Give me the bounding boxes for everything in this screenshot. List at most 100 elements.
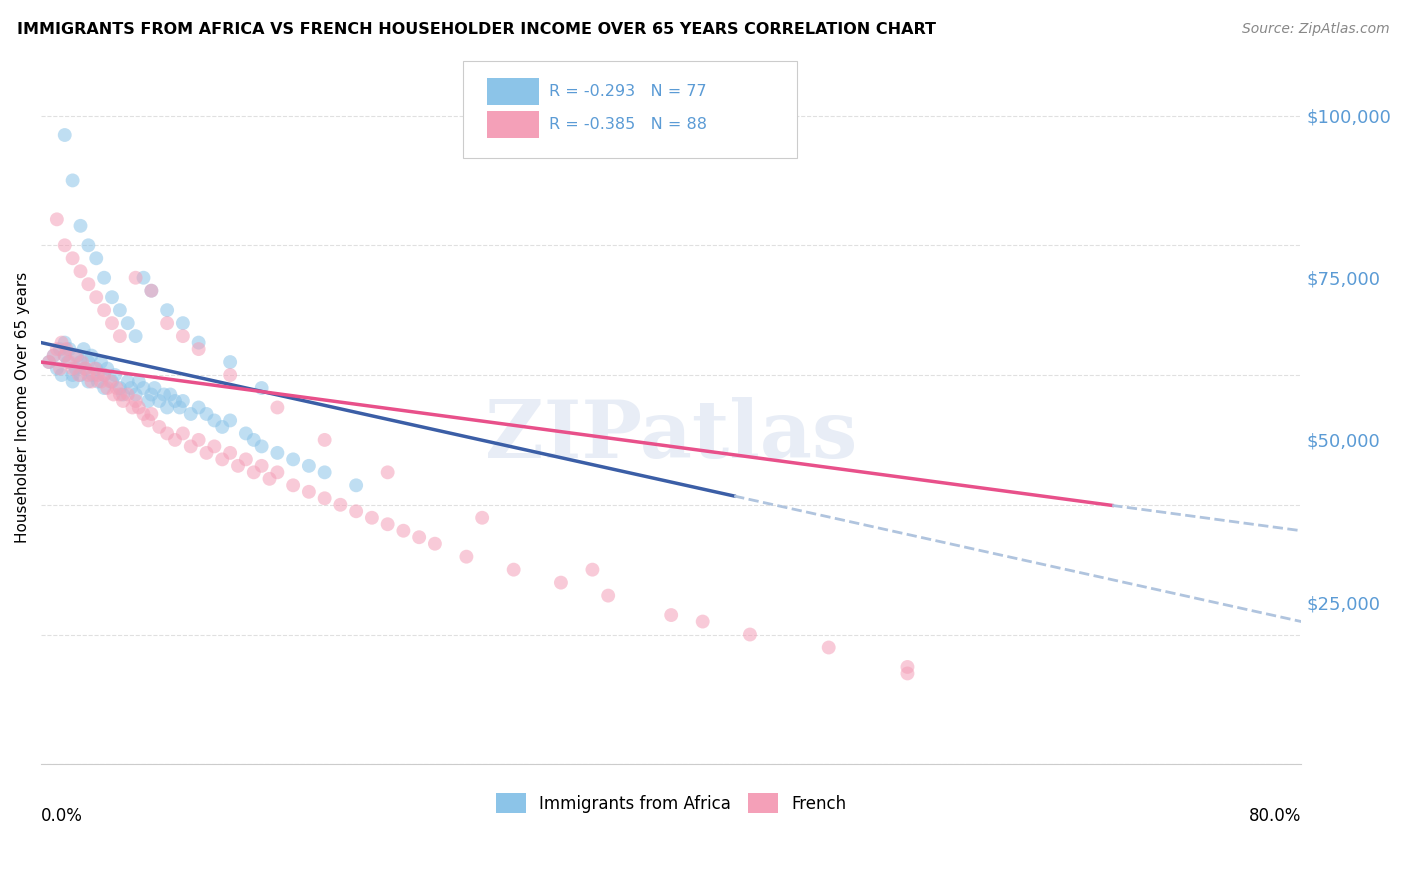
Point <box>69 264 91 278</box>
Point <box>101 290 124 304</box>
Point <box>211 452 233 467</box>
Point <box>169 401 191 415</box>
Point <box>42 349 65 363</box>
Point <box>163 433 186 447</box>
Point <box>49 361 72 376</box>
Text: ZIPatlas: ZIPatlas <box>485 397 858 475</box>
Point <box>108 387 131 401</box>
Point <box>172 316 194 330</box>
Text: 80.0%: 80.0% <box>1249 807 1302 825</box>
Point <box>314 433 336 447</box>
Point <box>172 426 194 441</box>
Point <box>53 238 76 252</box>
Point <box>242 466 264 480</box>
Point <box>195 446 218 460</box>
Point <box>659 608 682 623</box>
Point <box>53 128 76 142</box>
Point <box>84 290 107 304</box>
FancyBboxPatch shape <box>463 62 797 158</box>
Point <box>53 349 76 363</box>
Text: R = -0.385   N = 88: R = -0.385 N = 88 <box>548 117 707 132</box>
Point <box>148 420 170 434</box>
Point <box>77 238 100 252</box>
Point <box>314 491 336 506</box>
Point <box>65 349 87 363</box>
Point <box>53 349 76 363</box>
Point <box>132 381 155 395</box>
Point <box>456 549 478 564</box>
Point <box>143 381 166 395</box>
Point <box>62 361 84 376</box>
Point <box>38 355 60 369</box>
Point <box>87 368 110 382</box>
Point <box>156 316 179 330</box>
Point <box>82 368 104 382</box>
Point <box>51 368 73 382</box>
Point <box>45 342 67 356</box>
Legend: Immigrants from Africa, French: Immigrants from Africa, French <box>489 787 853 820</box>
Point <box>117 316 139 330</box>
Point <box>70 355 93 369</box>
Point <box>124 329 146 343</box>
Point <box>62 173 84 187</box>
Point <box>128 401 150 415</box>
Point <box>101 375 124 389</box>
Point <box>45 212 67 227</box>
Point <box>93 270 115 285</box>
Point <box>250 439 273 453</box>
Point <box>117 387 139 401</box>
Point <box>101 316 124 330</box>
Point <box>314 466 336 480</box>
Point <box>62 375 84 389</box>
Point <box>141 407 163 421</box>
Point <box>361 510 384 524</box>
Point <box>90 355 112 369</box>
Point <box>111 387 134 401</box>
Point <box>38 355 60 369</box>
Point <box>250 381 273 395</box>
Point <box>195 407 218 421</box>
Point <box>77 355 100 369</box>
Point <box>132 407 155 421</box>
Point <box>250 458 273 473</box>
Point <box>108 329 131 343</box>
Point <box>69 355 91 369</box>
Point <box>187 433 209 447</box>
Point <box>69 368 91 382</box>
Point <box>58 355 80 369</box>
Point <box>77 368 100 382</box>
Point <box>187 401 209 415</box>
Point <box>55 342 77 356</box>
Point <box>344 478 367 492</box>
Point <box>156 426 179 441</box>
Point <box>100 375 122 389</box>
Point <box>108 303 131 318</box>
Point <box>103 387 125 401</box>
Point <box>67 368 90 382</box>
Point <box>211 420 233 434</box>
Point <box>172 329 194 343</box>
Point <box>80 349 103 363</box>
Point <box>108 381 131 395</box>
Point <box>132 270 155 285</box>
Point <box>80 375 103 389</box>
Point <box>187 342 209 356</box>
Point <box>219 413 242 427</box>
Point <box>141 387 163 401</box>
Point <box>423 537 446 551</box>
Point <box>77 277 100 292</box>
Point <box>105 381 128 395</box>
Point <box>471 510 494 524</box>
Point <box>153 387 176 401</box>
Text: IMMIGRANTS FROM AFRICA VS FRENCH HOUSEHOLDER INCOME OVER 65 YEARS CORRELATION CH: IMMIGRANTS FROM AFRICA VS FRENCH HOUSEHO… <box>17 22 936 37</box>
Point <box>202 413 225 427</box>
Point <box>141 284 163 298</box>
Point <box>84 252 107 266</box>
Point <box>219 355 242 369</box>
Point <box>266 446 288 460</box>
Point <box>51 335 73 350</box>
Y-axis label: Householder Income Over 65 years: Householder Income Over 65 years <box>15 272 30 543</box>
Point <box>159 387 181 401</box>
Point <box>111 394 134 409</box>
Point <box>90 375 112 389</box>
